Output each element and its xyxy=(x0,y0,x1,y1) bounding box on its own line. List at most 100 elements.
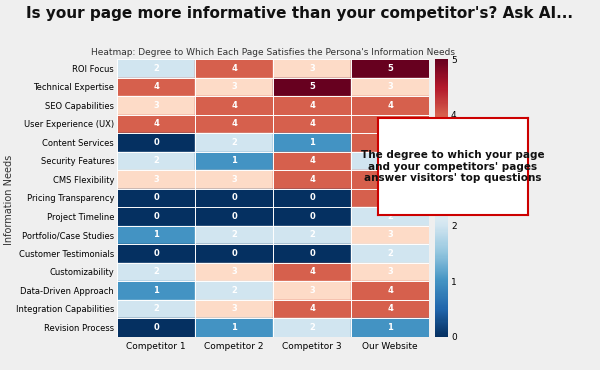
Bar xyxy=(273,78,351,96)
Bar xyxy=(273,152,351,170)
Bar xyxy=(351,189,429,207)
Bar xyxy=(195,133,273,152)
Text: 2: 2 xyxy=(387,249,393,258)
Bar xyxy=(117,59,195,78)
Bar xyxy=(273,207,351,226)
Text: 4: 4 xyxy=(387,286,393,295)
Bar xyxy=(117,189,195,207)
Bar xyxy=(351,263,429,281)
Bar xyxy=(195,96,273,115)
Bar xyxy=(351,244,429,263)
Bar xyxy=(273,96,351,115)
Text: 4: 4 xyxy=(387,120,393,128)
Bar xyxy=(117,318,195,337)
Bar xyxy=(195,115,273,133)
Bar xyxy=(273,300,351,318)
Text: 4: 4 xyxy=(231,120,237,128)
Text: 3: 3 xyxy=(387,83,393,91)
Bar xyxy=(351,96,429,115)
Text: 0: 0 xyxy=(153,249,159,258)
Bar xyxy=(117,207,195,226)
Text: 4: 4 xyxy=(387,305,393,313)
Bar xyxy=(351,115,429,133)
Text: 1: 1 xyxy=(231,323,237,332)
Bar xyxy=(117,263,195,281)
Bar xyxy=(117,226,195,244)
Bar xyxy=(195,263,273,281)
Bar xyxy=(351,152,429,170)
Bar xyxy=(195,207,273,226)
Text: 4: 4 xyxy=(153,120,159,128)
Text: 4: 4 xyxy=(309,268,315,276)
Bar xyxy=(273,59,351,78)
Text: 1: 1 xyxy=(309,138,315,147)
Bar xyxy=(117,300,195,318)
Bar xyxy=(117,78,195,96)
Text: 4: 4 xyxy=(231,64,237,73)
Text: 4: 4 xyxy=(387,101,393,110)
Text: 4: 4 xyxy=(387,175,393,184)
Text: 0: 0 xyxy=(153,194,159,202)
Bar xyxy=(351,300,429,318)
Text: 2: 2 xyxy=(231,231,237,239)
Text: The degree to which your page
and your competitors' pages
answer visitors' top q: The degree to which your page and your c… xyxy=(361,150,545,183)
Bar xyxy=(273,318,351,337)
Text: 2: 2 xyxy=(309,323,315,332)
Text: 3: 3 xyxy=(231,83,237,91)
Bar xyxy=(351,133,429,152)
Text: 3: 3 xyxy=(153,101,159,110)
Text: 3: 3 xyxy=(387,231,393,239)
Bar xyxy=(195,189,273,207)
Bar xyxy=(351,318,429,337)
Text: 4: 4 xyxy=(309,120,315,128)
Bar xyxy=(195,152,273,170)
Bar xyxy=(117,133,195,152)
Bar xyxy=(273,281,351,300)
Bar xyxy=(351,281,429,300)
Bar xyxy=(195,226,273,244)
Text: 4: 4 xyxy=(153,83,159,91)
Bar xyxy=(351,78,429,96)
Text: 3: 3 xyxy=(309,64,315,73)
Text: Information Needs: Information Needs xyxy=(4,155,14,245)
Text: 0: 0 xyxy=(309,194,315,202)
Text: 3: 3 xyxy=(231,305,237,313)
Text: 4: 4 xyxy=(387,194,393,202)
Text: 5: 5 xyxy=(309,83,315,91)
Text: 4: 4 xyxy=(231,101,237,110)
Title: Heatmap: Degree to Which Each Page Satisfies the Persona's Information Needs: Heatmap: Degree to Which Each Page Satis… xyxy=(91,48,455,57)
Bar xyxy=(195,318,273,337)
Text: 1: 1 xyxy=(387,323,393,332)
Bar xyxy=(117,96,195,115)
Text: 4: 4 xyxy=(309,101,315,110)
Text: 3: 3 xyxy=(153,175,159,184)
Text: 4: 4 xyxy=(309,175,315,184)
Text: 0: 0 xyxy=(231,249,237,258)
Bar xyxy=(351,226,429,244)
Text: 2: 2 xyxy=(153,64,159,73)
Text: 3: 3 xyxy=(387,268,393,276)
Bar xyxy=(117,281,195,300)
Text: Is your page more informative than your competitor's? Ask AI...: Is your page more informative than your … xyxy=(26,6,574,21)
Bar xyxy=(195,244,273,263)
Text: 0: 0 xyxy=(153,212,159,221)
Text: 0: 0 xyxy=(309,212,315,221)
Text: 3: 3 xyxy=(309,286,315,295)
Bar xyxy=(351,170,429,189)
Text: 0: 0 xyxy=(153,323,159,332)
Text: 2: 2 xyxy=(387,212,393,221)
Bar xyxy=(195,281,273,300)
Bar xyxy=(351,59,429,78)
Text: 1: 1 xyxy=(153,231,159,239)
Text: 4: 4 xyxy=(309,305,315,313)
Text: 4: 4 xyxy=(309,157,315,165)
Bar xyxy=(273,170,351,189)
Bar xyxy=(273,226,351,244)
Bar xyxy=(273,115,351,133)
Text: 2: 2 xyxy=(387,157,393,165)
Bar xyxy=(195,300,273,318)
Bar xyxy=(117,170,195,189)
Bar xyxy=(273,263,351,281)
Text: 1: 1 xyxy=(231,157,237,165)
Text: 0: 0 xyxy=(153,138,159,147)
